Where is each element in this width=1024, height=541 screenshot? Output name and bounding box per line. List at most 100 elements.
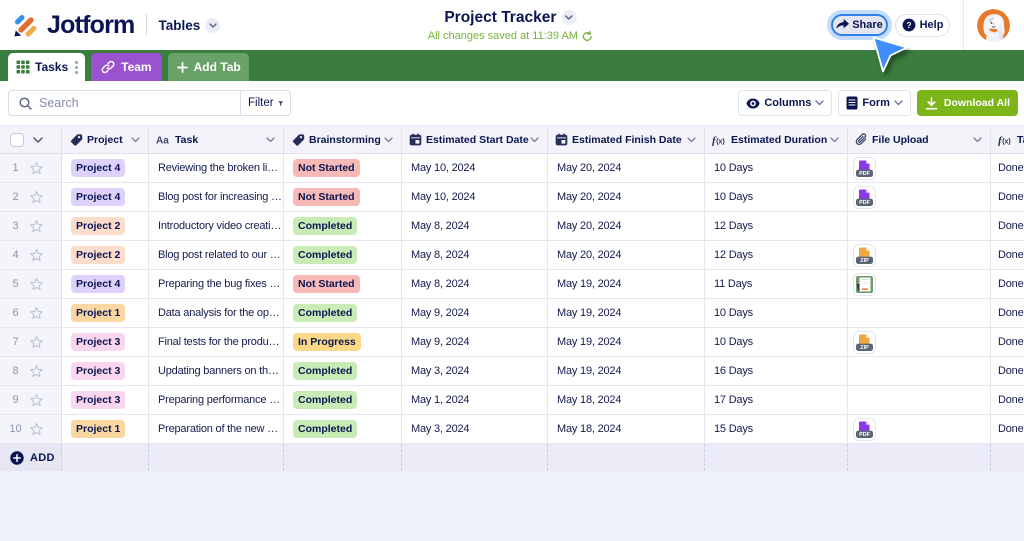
duration-cell[interactable]: 11 Days (705, 270, 848, 298)
brainstorming-cell[interactable]: Not Started (284, 154, 402, 182)
file-upload-cell[interactable] (848, 299, 991, 327)
start-date-cell[interactable]: May 10, 2024 (402, 183, 548, 211)
duration-cell[interactable]: 10 Days (705, 183, 848, 211)
status-cell[interactable]: Done (991, 183, 1024, 211)
task-cell[interactable]: Data analysis for the ope… (149, 299, 284, 327)
brainstorming-cell[interactable]: Completed (284, 241, 402, 269)
status-cell[interactable]: Done (991, 415, 1024, 443)
project-cell[interactable]: Project 1 (62, 415, 149, 443)
chevron-down-icon[interactable] (131, 136, 140, 143)
user-avatar[interactable] (977, 8, 1010, 42)
finish-date-cell[interactable]: May 20, 2024 (548, 154, 705, 182)
task-cell[interactable]: Introductory video creati… (149, 212, 284, 240)
column-header-duration[interactable]: f (x) Estimated Duration (705, 126, 848, 153)
column-header-task[interactable]: Aa Task (149, 126, 284, 153)
chevron-down-icon[interactable] (973, 136, 982, 143)
tables-dropdown-button[interactable] (205, 17, 221, 33)
star-icon[interactable] (29, 335, 44, 350)
zip-file-icon[interactable]: ZIP (853, 330, 876, 354)
column-header-file[interactable]: File Upload (848, 126, 991, 153)
project-cell[interactable]: Project 2 (62, 212, 149, 240)
star-icon[interactable] (29, 393, 44, 408)
status-cell[interactable]: Done (991, 270, 1024, 298)
pdf-file-icon[interactable]: PDF (853, 156, 876, 180)
download-all-button[interactable]: Download All (916, 90, 1018, 116)
start-date-cell[interactable]: May 9, 2024 (402, 328, 548, 356)
start-date-cell[interactable]: May 8, 2024 (402, 212, 548, 240)
brainstorming-cell[interactable]: Completed (284, 357, 402, 385)
search-input[interactable] (39, 96, 209, 110)
finish-date-cell[interactable]: May 19, 2024 (548, 299, 705, 327)
start-date-cell[interactable]: May 3, 2024 (402, 415, 548, 443)
finish-date-cell[interactable]: May 19, 2024 (548, 270, 705, 298)
start-date-cell[interactable]: May 8, 2024 (402, 270, 548, 298)
duration-cell[interactable]: 15 Days (705, 415, 848, 443)
start-date-cell[interactable]: May 8, 2024 (402, 241, 548, 269)
project-cell[interactable]: Project 3 (62, 357, 149, 385)
task-cell[interactable]: Reviewing the broken lin… (149, 154, 284, 182)
tables-nav-label[interactable]: Tables (158, 17, 201, 33)
project-cell[interactable]: Project 4 (62, 154, 149, 182)
column-header-finish[interactable]: Estimated Finish Date (548, 126, 705, 153)
duration-cell[interactable]: 10 Days (705, 154, 848, 182)
start-date-cell[interactable]: May 3, 2024 (402, 357, 548, 385)
status-cell[interactable]: Done (991, 328, 1024, 356)
task-cell[interactable]: Preparing the bug fixes r… (149, 270, 284, 298)
start-date-cell[interactable]: May 10, 2024 (402, 154, 548, 182)
duration-cell[interactable]: 16 Days (705, 357, 848, 385)
project-cell[interactable]: Project 3 (62, 328, 149, 356)
task-cell[interactable]: Preparing performance … (149, 386, 284, 414)
star-icon[interactable] (29, 190, 44, 205)
form-button[interactable]: Form (838, 90, 911, 116)
brand-name[interactable]: Jotform (47, 10, 135, 39)
status-cell[interactable]: Done (991, 212, 1024, 240)
tab-options-kebab-icon[interactable] (75, 60, 79, 75)
task-cell[interactable]: Blog post related to our … (149, 241, 284, 269)
brainstorming-cell[interactable]: In Progress (284, 328, 402, 356)
add-tab-button[interactable]: Add Tab (167, 53, 249, 81)
file-upload-cell[interactable] (848, 212, 991, 240)
start-date-cell[interactable]: May 9, 2024 (402, 299, 548, 327)
column-header-status[interactable]: f(x) Ta (991, 126, 1024, 153)
duration-cell[interactable]: 17 Days (705, 386, 848, 414)
tab-team[interactable]: Team (91, 53, 162, 81)
chevron-down-icon[interactable] (830, 136, 839, 143)
status-cell[interactable]: Done (991, 241, 1024, 269)
project-cell[interactable]: Project 3 (62, 386, 149, 414)
finish-date-cell[interactable]: May 20, 2024 (548, 241, 705, 269)
zip-file-icon[interactable]: ZIP (853, 243, 876, 267)
file-upload-cell[interactable]: PDF (848, 154, 991, 182)
file-upload-cell[interactable]: ZIP (848, 241, 991, 269)
pdf-file-icon[interactable]: PDF (853, 185, 876, 209)
brainstorming-cell[interactable]: Completed (284, 386, 402, 414)
status-cell[interactable]: Done (991, 299, 1024, 327)
finish-date-cell[interactable]: May 20, 2024 (548, 183, 705, 211)
file-upload-cell[interactable]: ZIP (848, 328, 991, 356)
file-upload-cell[interactable] (848, 386, 991, 414)
star-icon[interactable] (29, 219, 44, 234)
tab-tasks[interactable]: Tasks (8, 53, 86, 81)
file-upload-cell[interactable] (848, 357, 991, 385)
brainstorming-cell[interactable]: Completed (284, 415, 402, 443)
columns-button[interactable]: Columns (738, 90, 833, 116)
brainstorming-cell[interactable]: Completed (284, 299, 402, 327)
brainstorming-cell[interactable]: Not Started (284, 183, 402, 211)
finish-date-cell[interactable]: May 18, 2024 (548, 415, 705, 443)
duration-cell[interactable]: 10 Days (705, 328, 848, 356)
duration-cell[interactable]: 12 Days (705, 241, 848, 269)
task-cell[interactable]: Updating banners on the… (149, 357, 284, 385)
file-upload-cell[interactable]: PDF (848, 415, 991, 443)
finish-date-cell[interactable]: May 20, 2024 (548, 212, 705, 240)
finish-date-cell[interactable]: May 19, 2024 (548, 357, 705, 385)
status-cell[interactable]: Done (991, 386, 1024, 414)
star-icon[interactable] (29, 277, 44, 292)
column-header-brainstorming[interactable]: Brainstorming (284, 126, 402, 153)
jotform-logo-icon[interactable] (14, 14, 37, 37)
select-all-checkbox[interactable] (10, 132, 24, 147)
finish-date-cell[interactable]: May 19, 2024 (548, 328, 705, 356)
column-header-start[interactable]: Estimated Start Date (402, 126, 548, 153)
project-cell[interactable]: Project 4 (62, 270, 149, 298)
file-upload-cell[interactable]: PDF (848, 183, 991, 211)
project-cell[interactable]: Project 1 (62, 299, 149, 327)
finish-date-cell[interactable]: May 18, 2024 (548, 386, 705, 414)
